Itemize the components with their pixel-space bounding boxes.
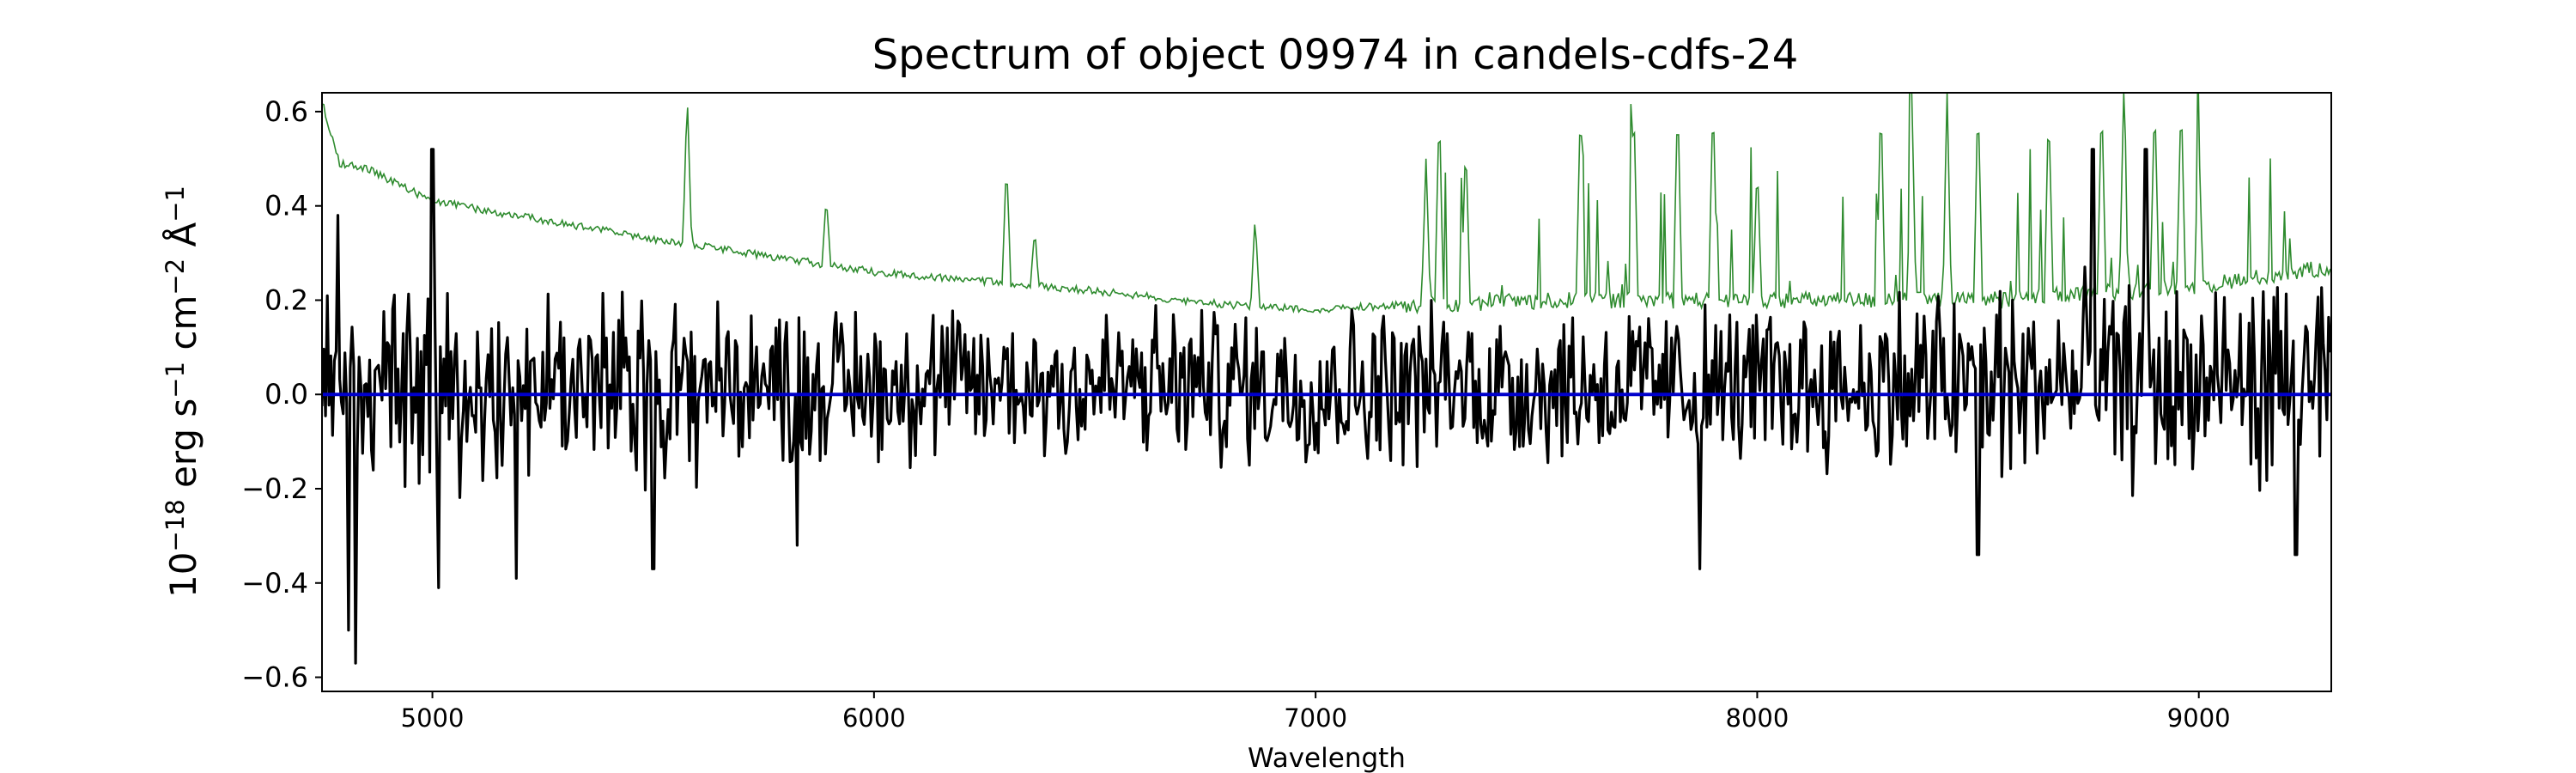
y-label-exponent: −2: [161, 259, 190, 295]
y-label-part: Å: [161, 222, 204, 259]
y-tick-label: 0.4: [264, 190, 308, 222]
y-tick-label: 0.2: [264, 283, 308, 316]
y-label-exponent: −18: [161, 499, 190, 551]
y-tick-label: 0.6: [264, 95, 308, 128]
y-tick-label: −0.2: [241, 472, 308, 505]
y-tick-label: −0.4: [241, 567, 308, 600]
plot-area: [321, 92, 2332, 692]
y-tick-label: −0.6: [241, 661, 308, 694]
x-axis-label: Wavelength: [1248, 743, 1406, 773]
y-label-exponent: −1: [161, 362, 190, 399]
y-tick-label: 0.0: [264, 378, 308, 411]
x-tick-label: 5000: [401, 703, 465, 733]
x-tick-label: 8000: [1726, 703, 1789, 733]
series-layer: [322, 93, 2331, 665]
x-tick-label: 9000: [2167, 703, 2231, 733]
y-label-exponent: −1: [161, 186, 190, 222]
x-tick-label: 6000: [842, 703, 906, 733]
y-axis-label: 10−18 erg s−1 cm−2 Å−1: [161, 186, 204, 598]
chart-title: Spectrum of object 09974 in candels-cdfs…: [872, 31, 1799, 79]
y-label-part: 10: [162, 552, 204, 598]
x-tick-label: 7000: [1284, 703, 1347, 733]
y-label-part: erg s: [162, 399, 204, 500]
x-axis: 5000 6000 7000 8000 9000: [401, 691, 2231, 733]
plot-frame: [321, 92, 2332, 692]
y-label-part: cm: [162, 295, 204, 362]
y-axis: −0.6 −0.4 −0.2 0.0 0.2 0.4 0.6: [241, 95, 322, 694]
error-spectrum-line: [322, 93, 2331, 315]
